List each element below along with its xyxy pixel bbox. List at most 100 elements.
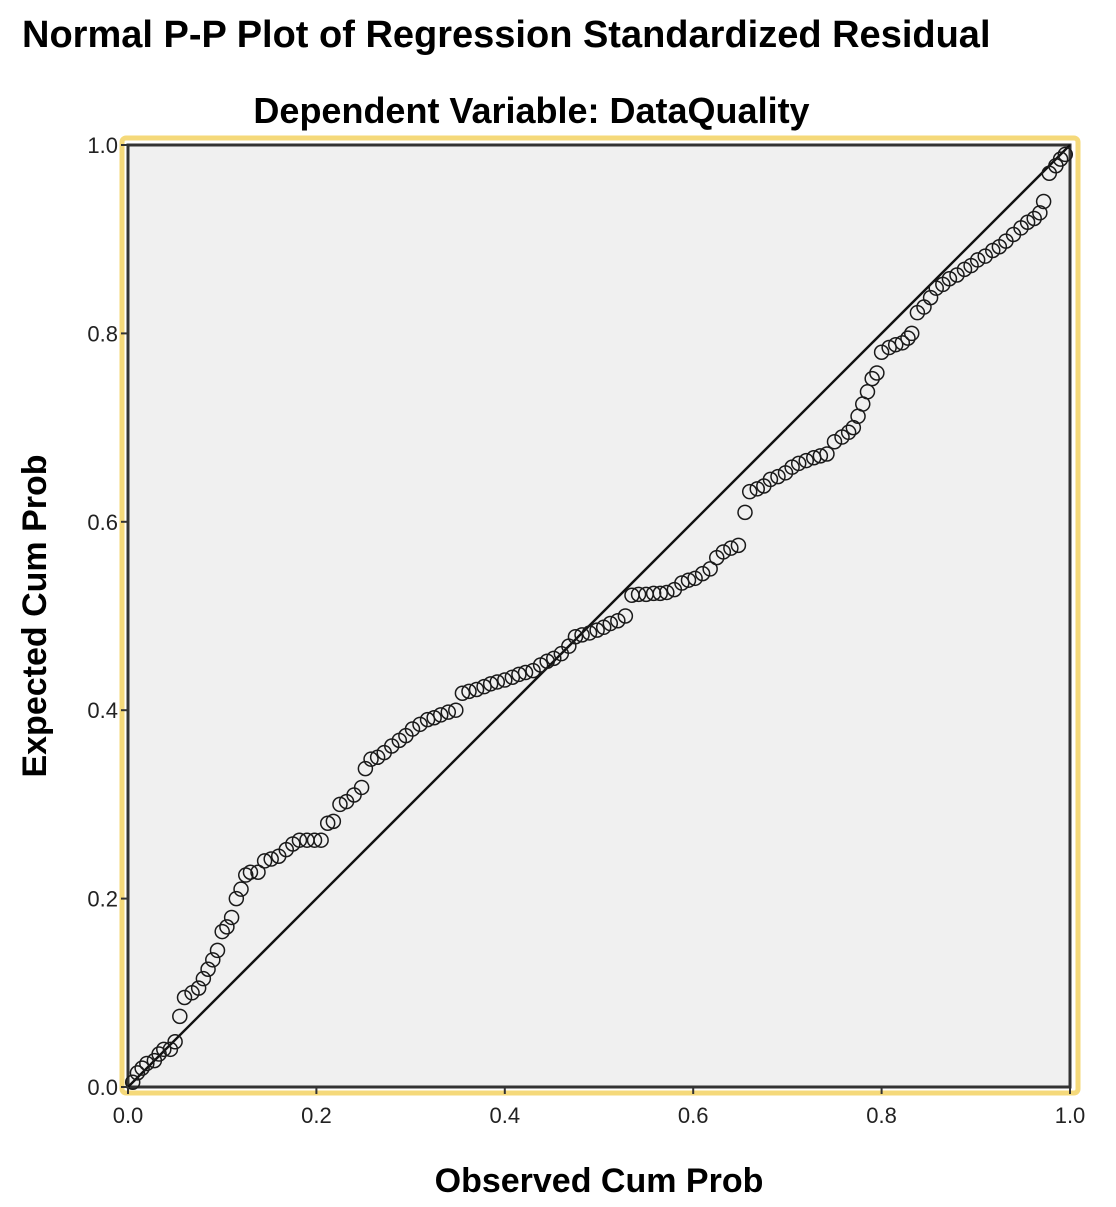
- data-point: [873, 344, 890, 360]
- data-point: [205, 952, 221, 968]
- data-point: [610, 612, 626, 629]
- data-point: [617, 608, 634, 624]
- data-point: [903, 325, 920, 342]
- chart-title: Normal P-P Plot of Regression Standardiz…: [22, 14, 991, 56]
- data-point: [574, 627, 590, 643]
- data-point: [762, 471, 779, 488]
- data-point: [812, 448, 829, 464]
- data-point: [195, 970, 212, 987]
- data-point: [790, 455, 807, 472]
- data-point: [256, 853, 273, 869]
- data-point: [209, 942, 226, 959]
- data-point: [511, 666, 527, 683]
- data-point: [482, 676, 499, 692]
- data-point: [233, 881, 249, 897]
- data-point: [900, 330, 916, 346]
- data-point: [363, 751, 379, 767]
- data-point: [214, 923, 230, 940]
- data-point: [546, 650, 562, 667]
- data-point: [291, 832, 308, 848]
- data-point: [819, 446, 835, 462]
- x-tick-label: 0.6: [678, 1103, 709, 1128]
- data-point: [581, 625, 598, 641]
- data-point: [176, 989, 193, 1006]
- data-point: [869, 365, 885, 381]
- data-point: [1035, 193, 1052, 210]
- data-point: [749, 481, 766, 497]
- x-tick-label: 1.0: [1055, 1103, 1086, 1128]
- data-point: [687, 570, 703, 587]
- data-point: [826, 433, 843, 450]
- data-point: [737, 504, 753, 521]
- data-point: [630, 586, 647, 603]
- x-tick-label: 0.0: [113, 1103, 144, 1128]
- data-point: [419, 711, 436, 728]
- data-point: [659, 584, 675, 601]
- x-axis: 0.0 0.2 0.4 0.6 0.8 1.0: [113, 1087, 1086, 1128]
- data-point: [715, 544, 732, 560]
- data-point: [440, 704, 457, 720]
- y-tick-label: 0.0: [87, 1075, 118, 1100]
- selection-border: [119, 135, 1081, 1096]
- data-point: [124, 1074, 141, 1091]
- data-point: [461, 683, 477, 700]
- x-tick-label: 0.4: [490, 1103, 521, 1128]
- data-point: [864, 370, 880, 387]
- data-point: [313, 832, 329, 848]
- data-point: [702, 561, 718, 577]
- data-point: [468, 681, 485, 698]
- chart-subtitle: Dependent Variable: DataQuality: [253, 90, 810, 131]
- data-point: [894, 335, 911, 351]
- data-point: [223, 909, 240, 926]
- data-point: [129, 1065, 146, 1081]
- data-points: [124, 146, 1074, 1091]
- data-point: [476, 678, 492, 695]
- data-point: [567, 628, 584, 645]
- data-point: [325, 813, 342, 830]
- data-point: [680, 572, 697, 588]
- data-point: [840, 424, 857, 441]
- data-point: [723, 540, 739, 556]
- data-point: [941, 271, 958, 287]
- data-point: [228, 890, 245, 907]
- data-point: [172, 1008, 188, 1025]
- data-point: [357, 760, 374, 777]
- data-point: [332, 796, 348, 813]
- data-point: [694, 565, 711, 582]
- data-point: [589, 622, 605, 638]
- data-point: [134, 1060, 150, 1076]
- data-point: [674, 575, 690, 591]
- reference-line: [127, 144, 1071, 1088]
- data-point: [798, 452, 814, 469]
- data-point: [353, 779, 370, 796]
- data-point: [242, 864, 259, 880]
- data-point: [156, 1041, 172, 1058]
- y-tick-label: 0.4: [87, 698, 118, 723]
- data-point: [162, 1041, 179, 1058]
- data-point: [412, 716, 428, 733]
- x-tick-label: 0.2: [301, 1103, 332, 1128]
- data-point: [504, 669, 521, 685]
- data-point: [922, 289, 939, 306]
- data-point: [250, 864, 266, 880]
- data-point: [517, 664, 534, 681]
- y-axis: 0.0 0.2 0.4 0.6 0.8 1.0: [87, 133, 128, 1100]
- data-point: [1052, 151, 1069, 167]
- data-point: [539, 653, 555, 669]
- data-point: [263, 851, 279, 867]
- data-point: [1026, 210, 1042, 227]
- data-point: [969, 252, 986, 268]
- y-tick-label: 0.2: [87, 887, 118, 912]
- data-point: [859, 384, 876, 400]
- data-point: [887, 336, 904, 353]
- data-point: [602, 615, 619, 632]
- data-point: [219, 919, 235, 935]
- data-point: [489, 674, 506, 690]
- data-point: [454, 685, 471, 701]
- data-point: [200, 961, 216, 977]
- x-tick-label: 0.8: [866, 1103, 897, 1128]
- data-point: [306, 832, 323, 848]
- data-point: [497, 672, 513, 688]
- data-point: [190, 980, 207, 996]
- y-tick-label: 0.6: [87, 510, 118, 535]
